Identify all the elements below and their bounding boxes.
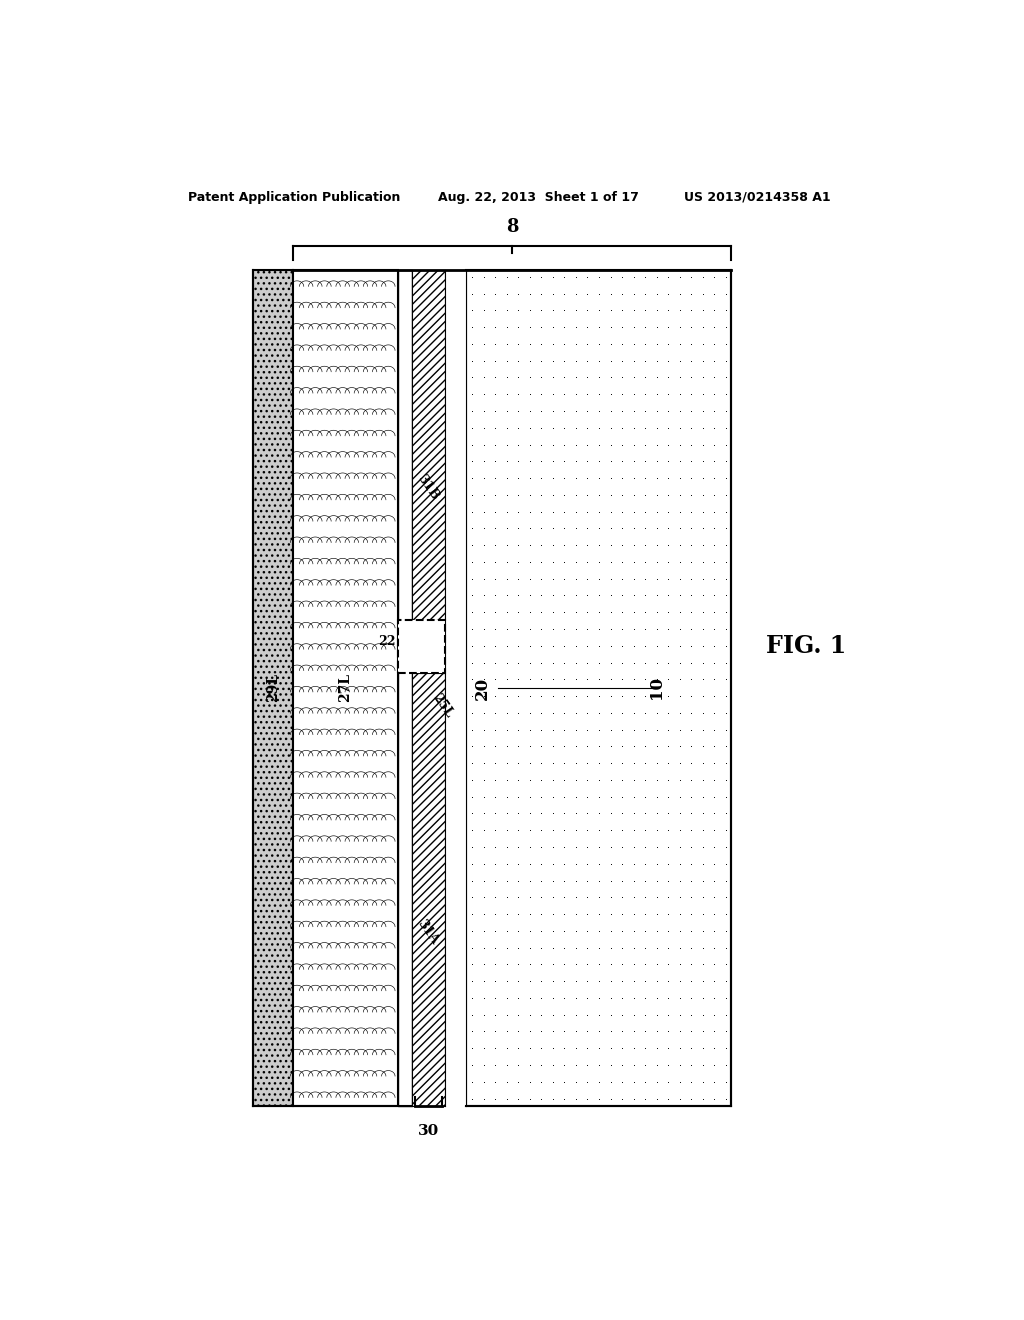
Bar bbox=[397, 620, 445, 673]
Text: 31A: 31A bbox=[415, 917, 440, 948]
Bar bbox=[397, 271, 412, 1106]
Bar bbox=[445, 271, 466, 1106]
Text: FIG. 1: FIG. 1 bbox=[766, 635, 847, 659]
Text: 27L: 27L bbox=[339, 673, 352, 702]
Text: Patent Application Publication: Patent Application Publication bbox=[187, 190, 400, 203]
Text: 22: 22 bbox=[378, 635, 395, 648]
Bar bbox=[293, 271, 398, 1106]
Text: 31B: 31B bbox=[415, 471, 441, 502]
Text: 30: 30 bbox=[418, 1125, 439, 1138]
Text: US 2013/0214358 A1: US 2013/0214358 A1 bbox=[684, 190, 830, 203]
Text: Aug. 22, 2013  Sheet 1 of 17: Aug. 22, 2013 Sheet 1 of 17 bbox=[437, 190, 638, 203]
Bar bbox=[253, 271, 293, 1106]
Text: 25L: 25L bbox=[430, 690, 456, 719]
Text: 29L: 29L bbox=[266, 673, 281, 702]
Text: 20: 20 bbox=[473, 676, 490, 700]
Bar bbox=[466, 271, 731, 1106]
Bar bbox=[412, 673, 445, 1106]
Text: 10: 10 bbox=[648, 676, 666, 700]
Bar bbox=[412, 271, 445, 620]
Text: 8: 8 bbox=[506, 218, 518, 236]
